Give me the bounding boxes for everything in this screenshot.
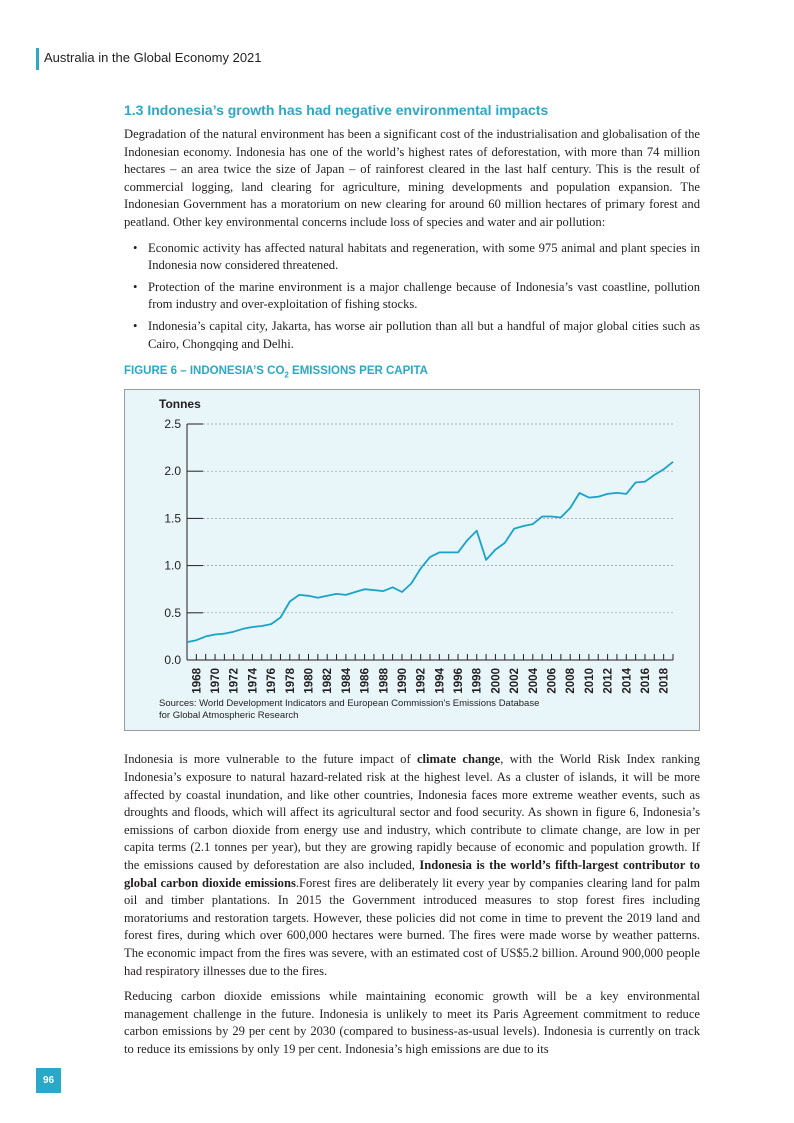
y-tick-label: 1.0 (164, 559, 181, 573)
x-tick-label: 1976 (266, 668, 278, 694)
chart-sources: Sources: World Development Indicators an… (159, 698, 559, 722)
bullet-item: Economic activity has affected natural h… (124, 240, 700, 275)
x-tick-label: 1998 (472, 668, 484, 694)
y-tick-label: 2.5 (164, 417, 181, 431)
text-run: Indonesia is more vulnerable to the futu… (124, 752, 417, 767)
x-tick-label: 2006 (547, 668, 559, 694)
x-tick-label: 1980 (304, 668, 316, 694)
x-tick-label: 1974 (247, 668, 259, 694)
x-tick-label: 2014 (621, 668, 633, 694)
text-run: , with the World Risk Index ranking Indo… (124, 752, 701, 872)
header-accent-bar (36, 48, 39, 70)
x-tick-label: 1970 (210, 668, 222, 694)
figure-caption: FIGURE 6 – INDONESIA’S CO2 EMISSIONS PER… (124, 365, 700, 379)
bullet-list: Economic activity has affected natural h… (124, 240, 700, 354)
body-paragraph-1: Indonesia is more vulnerable to the futu… (124, 751, 700, 980)
page-number: 96 (36, 1068, 61, 1093)
x-tick-label: 2016 (640, 668, 652, 694)
y-axis-label: Tonnes (159, 397, 201, 411)
x-tick-label: 1972 (229, 668, 241, 694)
x-tick-label: 2008 (565, 668, 577, 694)
bold-statement: Indonesia is the world’s fifth-largest c… (124, 857, 700, 890)
x-tick-label: 2002 (509, 668, 521, 694)
chart-panel: Tonnes 0.0 0.5 1.0 1.5 2.0 2.5 1968 1970 1972 1974… (124, 389, 700, 732)
y-tick-label: 0.5 (164, 606, 181, 620)
x-tick-label: 2018 (659, 668, 671, 694)
bullet-item: Protection of the marine environment is … (124, 279, 700, 314)
book-title: Australia in the Global Economy 2021 (44, 50, 262, 65)
emissions-series-line (186, 461, 674, 644)
section-heading: 1.3 Indonesia’s growth has had negative … (124, 102, 549, 118)
x-tick-label: 2004 (528, 668, 540, 694)
x-tick-label: 2010 (584, 668, 596, 694)
x-tick-label: 1984 (341, 668, 353, 694)
x-tick-label: 1978 (285, 668, 297, 694)
body-paragraph-2: Reducing carbon dioxide emissions while … (124, 989, 700, 1056)
y-tick-label: 2.0 (164, 465, 181, 479)
sources-line-2: for Global Atmospheric Research (159, 710, 299, 722)
page-content: 1.3 Indonesia’s growth has had negative … (124, 102, 700, 1067)
caption-suffix: EMISSIONS PER CAPITA (288, 365, 428, 378)
bold-term: climate change (416, 752, 501, 767)
x-tick-label: 1990 (397, 668, 409, 694)
y-tick-label: 1.5 (164, 512, 181, 526)
x-tick-label: 1996 (453, 668, 465, 694)
text-run: .Forest fires are deliberately lit every… (124, 875, 700, 978)
body-text: Indonesia is more vulnerable to the futu… (124, 751, 700, 1058)
intro-paragraph: Degradation of the natural environment h… (124, 127, 700, 229)
caption-subscript: 2 (284, 370, 289, 380)
x-tick-label: 1982 (322, 668, 334, 694)
emissions-line-chart: Tonnes 0.0 0.5 1.0 1.5 2.0 2.5 1968 1970 1972 1974… (159, 397, 674, 694)
y-tick-label: 0.0 (164, 653, 181, 667)
x-tick-label: 1986 (360, 668, 372, 694)
x-tick-label: 1994 (434, 668, 446, 694)
sources-line-1: Sources: World Development Indicators an… (159, 698, 540, 710)
caption-prefix: FIGURE 6 – INDONESIA’S CO (124, 365, 285, 378)
x-tick-label: 1988 (378, 668, 390, 694)
x-tick-label: 1992 (416, 668, 428, 694)
x-tick-label: 2012 (603, 668, 615, 694)
bullet-item: Indonesia’s capital city, Jakarta, has w… (124, 318, 700, 353)
x-tick-label: 2000 (490, 668, 502, 694)
x-tick-label: 1968 (191, 668, 203, 694)
